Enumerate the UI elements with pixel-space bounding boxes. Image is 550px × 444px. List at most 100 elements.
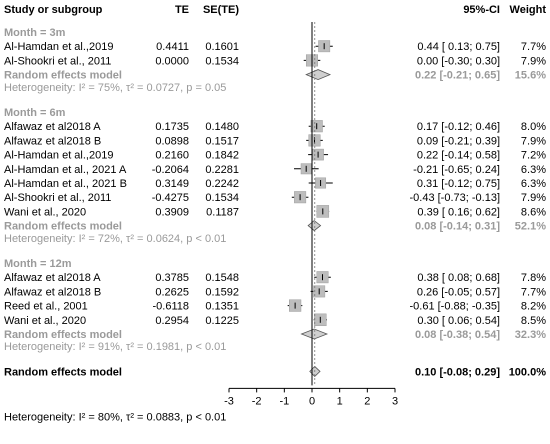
study-name: Alfawaz et al2018 B [4, 286, 101, 298]
study-te: 0.3785 [155, 272, 189, 284]
header-ci: 95%-CI [463, 4, 500, 16]
subgroup-pooled-ci: 0.08 [-0.38; 0.54] [415, 329, 500, 341]
overall-label: Random effects model [4, 366, 122, 378]
table-text: Study or subgroup TE SE(TE) 95%-CI Weigh… [4, 4, 546, 423]
study-weight: 8.5% [521, 315, 546, 327]
x-tick-label: -3 [224, 395, 234, 407]
subgroup-label: Month = 12m [4, 258, 72, 270]
subgroup-pooled-label: Random effects model [4, 221, 122, 233]
header-te: TE [175, 4, 189, 16]
study-name: Alfawaz et al2018 A [4, 121, 101, 133]
study-weight: 6.3% [521, 178, 546, 190]
study-name: Alfawaz et al2018 B [4, 135, 101, 147]
study-weight: 7.8% [521, 272, 546, 284]
subgroup-pooled-weight: 15.6% [515, 70, 546, 82]
study-weight: 7.2% [521, 150, 546, 162]
subgroup-pooled-label: Random effects model [4, 70, 122, 82]
study-te: 0.3909 [155, 206, 189, 218]
study-se: 0.1842 [205, 150, 239, 162]
subgroup-diamond [307, 220, 322, 232]
study-ci: 0.22 [-0.14; 0.58] [417, 150, 500, 162]
x-tick-label: 2 [364, 395, 370, 407]
study-te: 0.0898 [155, 135, 189, 147]
study-ci: 0.00 [-0.30; 0.30] [417, 55, 500, 67]
study-te: 0.2160 [155, 150, 189, 162]
study-te: 0.2625 [155, 286, 189, 298]
study-weight: 8.2% [521, 301, 546, 313]
study-weight: 7.9% [521, 135, 546, 147]
study-te: -0.2064 [152, 164, 189, 176]
study-te: 0.4411 [156, 41, 189, 53]
study-weight: 8.6% [521, 206, 546, 218]
study-name: Alfawaz et al2018 A [4, 272, 101, 284]
study-se: 0.1187 [206, 206, 239, 218]
study-ci: -0.43 [-0.73; -0.13] [410, 192, 501, 204]
study-ci: 0.26 [-0.05; 0.57] [417, 286, 500, 298]
study-ci: 0.30 [ 0.06; 0.54] [417, 315, 500, 327]
subgroup-pooled-weight: 32.3% [515, 329, 546, 341]
study-weight: 7.9% [521, 192, 546, 204]
header-study: Study or subgroup [4, 4, 103, 16]
overall-ci: 0.10 [-0.08; 0.29] [415, 366, 500, 378]
subgroup-pooled-label: Random effects model [4, 329, 122, 341]
study-weight: 6.3% [521, 164, 546, 176]
study-se: 0.2281 [205, 164, 239, 176]
heterogeneity-text: Heterogeneity: I² = 75%, τ² = 0.0727, p … [4, 82, 226, 94]
study-ci: 0.31 [-0.12; 0.75] [417, 178, 500, 190]
study-name: Al-Hamdan et al., 2021 B [4, 178, 127, 190]
study-ci: -0.61 [-0.88; -0.35] [410, 301, 501, 313]
study-se: 0.1534 [205, 55, 239, 67]
study-te: 0.1735 [155, 121, 189, 133]
subgroup-pooled-weight: 52.1% [515, 221, 546, 233]
study-ci: 0.39 [ 0.16; 0.62] [417, 206, 500, 218]
study-name: Reed et al., 2001 [4, 301, 88, 313]
study-te: -0.4275 [152, 192, 189, 204]
x-tick-label: 0 [309, 395, 315, 407]
x-tick-label: 3 [392, 395, 398, 407]
study-te: 0.2954 [155, 315, 189, 327]
subgroup-label: Month = 6m [4, 107, 66, 119]
header-sete: SE(TE) [203, 4, 239, 16]
x-axis: -3 -2 -1 0 1 2 3 [224, 387, 398, 407]
plot-marks [287, 22, 333, 386]
subgroup-diamond [305, 69, 332, 81]
x-tick-label: 1 [337, 395, 343, 407]
study-name: Al-Shookri et al., 2011 [4, 192, 111, 204]
study-te: -0.6118 [153, 301, 190, 313]
study-se: 0.1480 [205, 121, 239, 133]
study-ci: -0.21 [-0.65; 0.24] [413, 164, 500, 176]
study-name: Wani et al., 2020 [4, 206, 86, 218]
study-se: 0.2242 [205, 178, 239, 190]
study-se: 0.1548 [205, 272, 239, 284]
study-se: 0.1225 [205, 315, 239, 327]
study-ci: 0.38 [ 0.08; 0.68] [417, 272, 500, 284]
header-weight: Weight [510, 4, 547, 16]
study-ci: 0.44 [ 0.13; 0.75] [417, 41, 500, 53]
study-ci: 0.17 [-0.12; 0.46] [417, 121, 500, 133]
overall-heterogeneity-text: Heterogeneity: I² = 80%, τ² = 0.0883, p … [4, 411, 226, 423]
x-tick-label: -2 [252, 395, 262, 407]
subgroup-pooled-ci: 0.22 [-0.21; 0.65] [415, 70, 500, 82]
study-name: Al-Hamdan et al.,2019 [4, 150, 113, 162]
study-weight: 7.7% [521, 286, 546, 298]
study-weight: 7.9% [521, 55, 546, 67]
study-name: Al-Shookri et al., 2011 [4, 55, 111, 67]
overall-weight: 100.0% [509, 366, 547, 378]
study-se: 0.1534 [205, 192, 239, 204]
x-tick-label: -1 [279, 395, 289, 407]
study-te: 0.3149 [155, 178, 189, 190]
study-weight: 8.0% [521, 121, 546, 133]
study-name: Al-Hamdan et al., 2021 A [4, 164, 127, 176]
subgroup-label: Month = 3m [4, 27, 66, 39]
study-weight: 7.7% [521, 41, 546, 53]
study-te: 0.0000 [155, 55, 189, 67]
study-se: 0.1351 [205, 301, 239, 313]
study-ci: 0.09 [-0.21; 0.39] [417, 135, 500, 147]
study-se: 0.1517 [205, 135, 239, 147]
heterogeneity-text: Heterogeneity: I² = 72%, τ² = 0.0624, p … [4, 233, 226, 245]
study-se: 0.1592 [205, 286, 239, 298]
subgroup-diamond [300, 328, 329, 340]
study-name: Al-Hamdan et al.,2019 [4, 41, 113, 53]
subgroup-pooled-ci: 0.08 [-0.14; 0.31] [415, 221, 500, 233]
